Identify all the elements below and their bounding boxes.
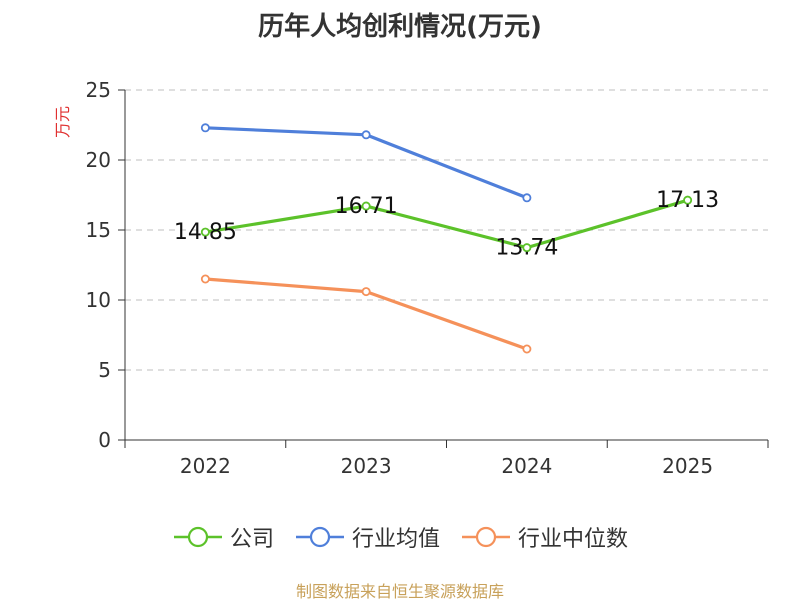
legend: 公司 行业均值 行业中位数 bbox=[0, 520, 800, 554]
y-tick-label: 20 bbox=[86, 148, 111, 172]
legend-marker-icon bbox=[462, 526, 510, 548]
series-line bbox=[203, 198, 690, 250]
data-point bbox=[200, 227, 210, 237]
legend-marker-circle bbox=[475, 526, 497, 548]
x-tick-label: 2023 bbox=[341, 454, 392, 478]
source-note: 制图数据来自恒生聚源数据库 bbox=[295, 582, 504, 601]
data-point bbox=[361, 287, 371, 297]
legend-item[interactable]: 行业中位数 bbox=[460, 521, 628, 553]
legend-marker-circle bbox=[187, 526, 209, 548]
x-tick-label: 2024 bbox=[501, 454, 552, 478]
data-label: 16.71 bbox=[335, 194, 398, 219]
gridlines bbox=[125, 89, 768, 371]
y-tick-label: 10 bbox=[86, 288, 111, 312]
data-point bbox=[200, 274, 210, 284]
legend-marker-icon bbox=[295, 526, 344, 548]
y-tick-label: 25 bbox=[86, 78, 111, 102]
data-label: 17.13 bbox=[656, 188, 719, 213]
data-point bbox=[522, 193, 532, 203]
y-tick-label: 0 bbox=[98, 428, 111, 452]
legend-item[interactable]: 公司 bbox=[172, 521, 274, 553]
data-point bbox=[522, 344, 532, 354]
series-lines bbox=[200, 123, 693, 354]
legend-label: 公司 bbox=[229, 527, 274, 552]
chart-title: 历年人均创利情况(万元) bbox=[258, 12, 542, 42]
y-axis-unit-label: 万元 bbox=[53, 106, 72, 138]
x-tick-label: 2022 bbox=[180, 454, 231, 478]
legend-label: 行业中位数 bbox=[518, 527, 629, 552]
x-tick-label: 2025 bbox=[662, 454, 713, 478]
legend-marker-icon bbox=[173, 526, 222, 548]
y-tick-label: 15 bbox=[86, 218, 111, 242]
legend-marker-circle bbox=[309, 526, 331, 548]
legend-label: 行业均值 bbox=[351, 527, 440, 552]
data-point bbox=[683, 195, 693, 205]
data-point bbox=[200, 123, 210, 133]
data-point bbox=[361, 130, 371, 140]
data-point bbox=[522, 243, 532, 253]
data-point bbox=[361, 201, 371, 211]
data-label: 14.85 bbox=[174, 220, 237, 245]
data-labels: 14.85 16.71 13.74 17.13 bbox=[174, 188, 719, 260]
legend-item[interactable]: 行业均值 bbox=[294, 521, 440, 553]
y-tick-label: 5 bbox=[98, 358, 111, 382]
data-label: 13.74 bbox=[495, 236, 558, 261]
